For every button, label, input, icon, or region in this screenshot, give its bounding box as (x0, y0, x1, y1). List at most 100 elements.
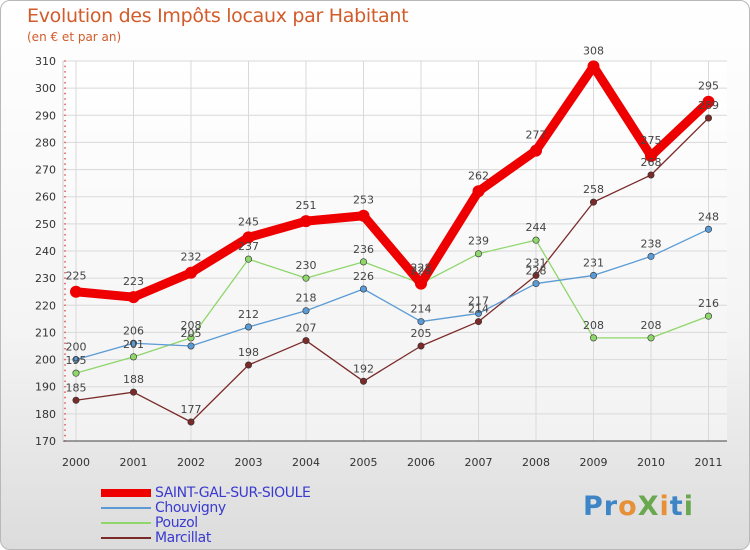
y-axis-dot (64, 380, 66, 383)
data-point (530, 144, 542, 157)
y-axis-dot (64, 353, 66, 356)
logo-letter: i (683, 491, 694, 522)
x-tick-label: 2010 (637, 456, 665, 469)
y-axis-dot (64, 434, 66, 437)
y-axis-dot (64, 282, 66, 285)
y-tick-label: 170 (35, 435, 56, 448)
data-point (702, 95, 715, 108)
y-axis-dot (64, 146, 66, 149)
data-label: 200 (66, 341, 87, 354)
data-label: 308 (583, 44, 604, 57)
y-axis-dot (64, 233, 66, 236)
data-point (532, 280, 540, 288)
data-label: 253 (353, 194, 374, 207)
y-axis-dot (64, 60, 66, 62)
y-axis-dot (64, 163, 66, 166)
data-point (72, 356, 80, 364)
y-axis-dot (64, 70, 66, 73)
data-point (704, 114, 712, 122)
y-axis-dot (64, 81, 66, 84)
data-label: 177 (181, 403, 202, 416)
legend-item-marcillat[interactable]: Marcillat (101, 530, 310, 546)
x-tick-label: 2005 (350, 456, 378, 469)
x-tick-label: 2001 (120, 456, 148, 469)
y-axis-dot (64, 277, 66, 280)
data-point (130, 339, 138, 347)
y-axis-dot (64, 98, 66, 100)
legend-swatch (101, 521, 151, 524)
y-axis-dot (64, 103, 66, 106)
data-point (589, 334, 597, 342)
y-tick-label: 260 (35, 191, 56, 204)
y-axis-dot (64, 396, 66, 399)
y-axis-dot (64, 250, 66, 252)
data-label: 244 (526, 221, 547, 234)
data-point (359, 377, 367, 385)
data-point (417, 318, 425, 326)
y-axis-dot (64, 358, 66, 361)
y-axis-dot (64, 130, 66, 133)
y-axis-dot (64, 298, 66, 301)
y-axis-dot (64, 374, 66, 377)
y-tick-label: 290 (35, 109, 56, 122)
legend-item-pouzol[interactable]: Pouzol (101, 515, 310, 531)
y-axis-dot (64, 141, 66, 144)
data-label: 201 (123, 338, 144, 351)
y-axis-dot (64, 336, 66, 339)
y-axis-dot (64, 76, 66, 79)
data-point (587, 60, 600, 73)
data-label: 205 (411, 327, 432, 340)
y-tick-label: 190 (35, 381, 56, 394)
y-axis-dot (64, 65, 66, 68)
proxiti-logo[interactable]: ProXiti (583, 491, 694, 522)
data-label: 232 (181, 251, 202, 264)
x-tick-label: 2007 (465, 456, 493, 469)
y-axis-dot (64, 342, 66, 345)
y-axis-dot (64, 212, 66, 214)
data-label: 208 (181, 319, 202, 332)
y-axis-dot (64, 347, 66, 350)
data-label: 245 (238, 215, 259, 228)
data-label: 237 (238, 240, 259, 253)
data-point (359, 258, 367, 266)
data-point (187, 334, 195, 342)
data-label: 251 (296, 199, 317, 212)
data-point (474, 309, 482, 317)
y-axis-dot (64, 184, 66, 187)
series-line-0 (71, 61, 713, 302)
data-point (647, 171, 655, 179)
y-axis-dot (64, 206, 66, 209)
y-axis-dot (64, 152, 66, 155)
y-axis-dot (64, 407, 66, 410)
y-axis-dot (64, 201, 66, 204)
data-point (647, 334, 655, 342)
data-label: 228 (411, 265, 432, 278)
x-tick-label: 2006 (407, 456, 435, 469)
legend-item-saint-gal[interactable]: SAINT-GAL-SUR-SIOULE (101, 485, 311, 501)
data-label: 198 (238, 346, 259, 359)
y-axis-dot (64, 222, 66, 225)
y-tick-label: 210 (35, 326, 56, 339)
data-point (187, 418, 195, 426)
data-labels: 1851881771982071922052142312582682891952… (66, 44, 720, 416)
data-point (302, 307, 310, 315)
y-axis-dot (64, 385, 66, 388)
logo-letter: o (618, 491, 638, 522)
data-label: 289 (698, 99, 719, 112)
y-axis-dot (64, 418, 66, 421)
data-label: 231 (526, 256, 547, 269)
data-label: 248 (698, 210, 719, 223)
y-axis-dot (64, 244, 66, 247)
data-label: 239 (468, 235, 489, 248)
y-axis-dot (64, 174, 66, 176)
y-axis-dot (64, 108, 66, 111)
data-point (647, 252, 655, 260)
data-point (302, 337, 310, 345)
data-label: 228 (526, 265, 547, 278)
data-label: 208 (583, 319, 604, 332)
legend-item-chouvigny[interactable]: Chouvigny (101, 500, 310, 516)
data-point (70, 285, 82, 298)
y-axis-dot (64, 288, 66, 290)
data-point (185, 266, 197, 279)
legend: SAINT-GAL-SUR-SIOULE Chouvigny Pouzol Ma… (101, 485, 311, 546)
